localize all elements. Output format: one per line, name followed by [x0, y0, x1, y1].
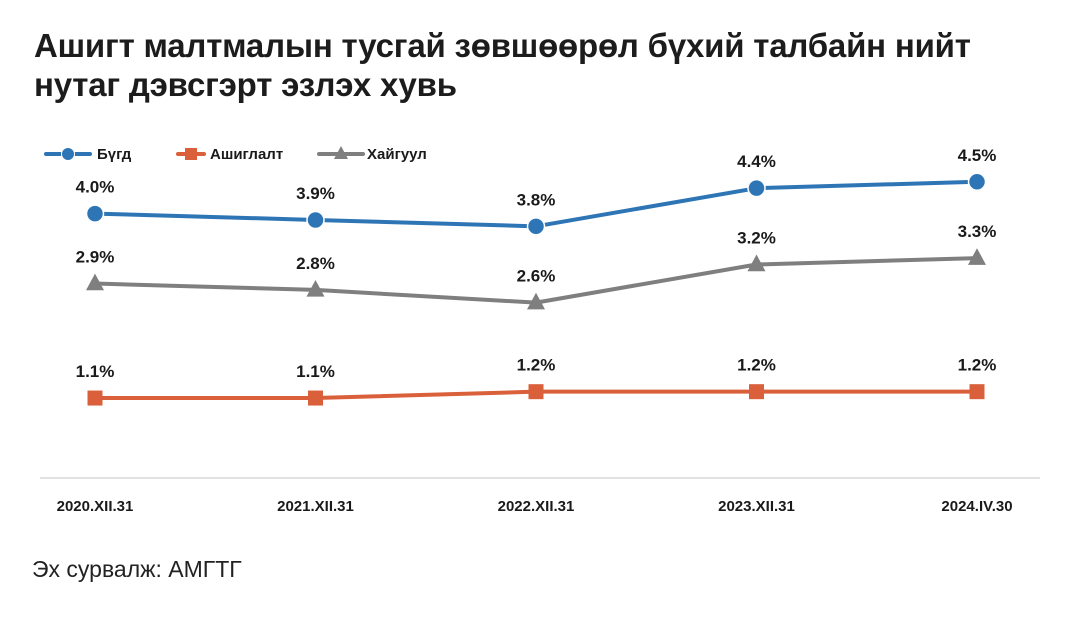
- data-label: 4.0%: [76, 178, 115, 197]
- x-tick-label: 2022.XII.31: [498, 498, 575, 515]
- data-label: 1.2%: [517, 356, 556, 375]
- data-point-square: [87, 390, 103, 406]
- legend-label: Бүгд: [97, 146, 132, 163]
- data-point-square: [969, 384, 985, 400]
- x-tick-label: 2024.IV.30: [941, 498, 1012, 515]
- data-label: 2.8%: [296, 254, 335, 273]
- data-point-triangle: [968, 248, 986, 265]
- data-point-square: [528, 384, 544, 400]
- data-point-triangle: [747, 254, 766, 272]
- data-point-triangle: [306, 280, 325, 297]
- data-point-triangle: [527, 292, 545, 310]
- legend-label: Хайгуул: [367, 146, 427, 163]
- data-label: 1.2%: [737, 356, 776, 375]
- data-point-square: [749, 384, 764, 400]
- data-label: 1.2%: [958, 356, 997, 375]
- legend-marker-triangle: [334, 146, 348, 159]
- data-point-circle: [306, 210, 325, 230]
- legend-label: Ашиглалт: [210, 146, 283, 163]
- data-point-square: [308, 390, 323, 406]
- data-label: 3.8%: [517, 190, 556, 209]
- legend-marker-square: [185, 148, 197, 160]
- data-point-circle: [526, 217, 546, 236]
- x-tick-label: 2021.XII.31: [277, 498, 354, 515]
- data-point-triangle: [86, 273, 104, 291]
- x-tick-label: 2020.XII.31: [57, 498, 134, 515]
- data-label: 2.9%: [76, 248, 115, 267]
- chart-title: Ашигт малтмалын тусгай зөвшөөрөл бүхий т…: [34, 27, 971, 103]
- data-point-circle: [85, 204, 105, 223]
- source-note: Эх сурвалж: АМГТГ: [32, 556, 242, 582]
- data-label: 3.2%: [737, 228, 776, 247]
- data-point-circle: [967, 172, 987, 192]
- data-label: 4.5%: [958, 146, 997, 165]
- data-label: 2.6%: [517, 267, 556, 286]
- data-label: 1.1%: [296, 362, 335, 381]
- data-label: 3.9%: [296, 184, 335, 203]
- data-point-circle: [747, 178, 766, 198]
- data-label: 4.4%: [737, 152, 776, 171]
- x-tick-label: 2023.XII.31: [718, 498, 795, 515]
- data-label: 1.1%: [76, 362, 115, 381]
- data-label: 3.3%: [958, 222, 997, 241]
- legend-marker-circle: [61, 147, 75, 161]
